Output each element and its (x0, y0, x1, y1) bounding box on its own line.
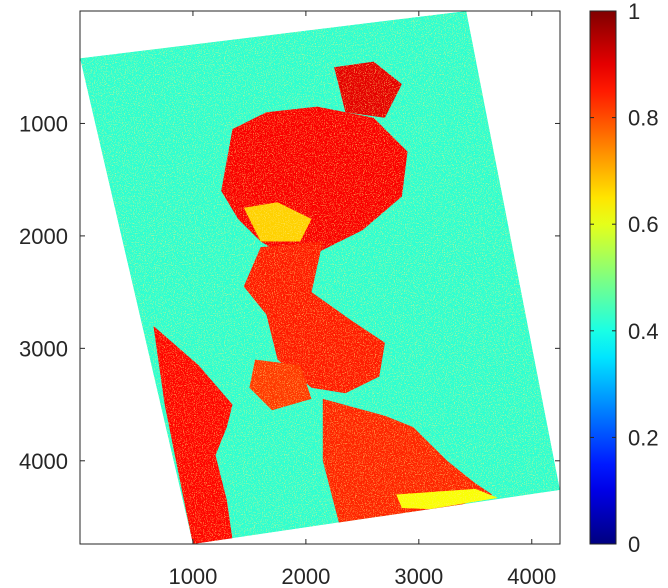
axes-frame (79, 10, 561, 545)
y-tick-label: 2000 (19, 224, 68, 249)
colorbar-tick-label: 0.8 (628, 106, 659, 131)
colorbar-tick-label: 0.2 (628, 425, 659, 450)
colorbar-tick-label: 0 (628, 532, 640, 557)
colorbar-tick-label: 1 (628, 0, 640, 24)
x-tick-label: 2000 (281, 564, 330, 588)
x-axis: 1000 2000 3000 4000 (168, 11, 556, 588)
colorbar-tick-label: 0.6 (628, 212, 659, 237)
colorbar-frame (589, 10, 617, 545)
y-axis: 1000 2000 3000 4000 (19, 111, 560, 474)
plot-area (80, 11, 560, 544)
x-tick-label: 3000 (394, 564, 443, 588)
x-tick-label: 4000 (507, 564, 556, 588)
y-tick-label: 1000 (19, 111, 68, 136)
y-tick-label: 3000 (19, 336, 68, 361)
scene-image (80, 11, 560, 544)
colorbar-ticks: 0 0.2 0.4 0.6 0.8 1 (590, 0, 659, 557)
colorbar-gradient (590, 11, 616, 544)
colorbar: 0 0.2 0.4 0.6 0.8 1 (589, 0, 659, 557)
y-tick-label: 4000 (19, 449, 68, 474)
speckle-texture (80, 11, 560, 544)
x-tick-label: 1000 (168, 564, 217, 588)
colorbar-tick-label: 0.4 (628, 319, 659, 344)
